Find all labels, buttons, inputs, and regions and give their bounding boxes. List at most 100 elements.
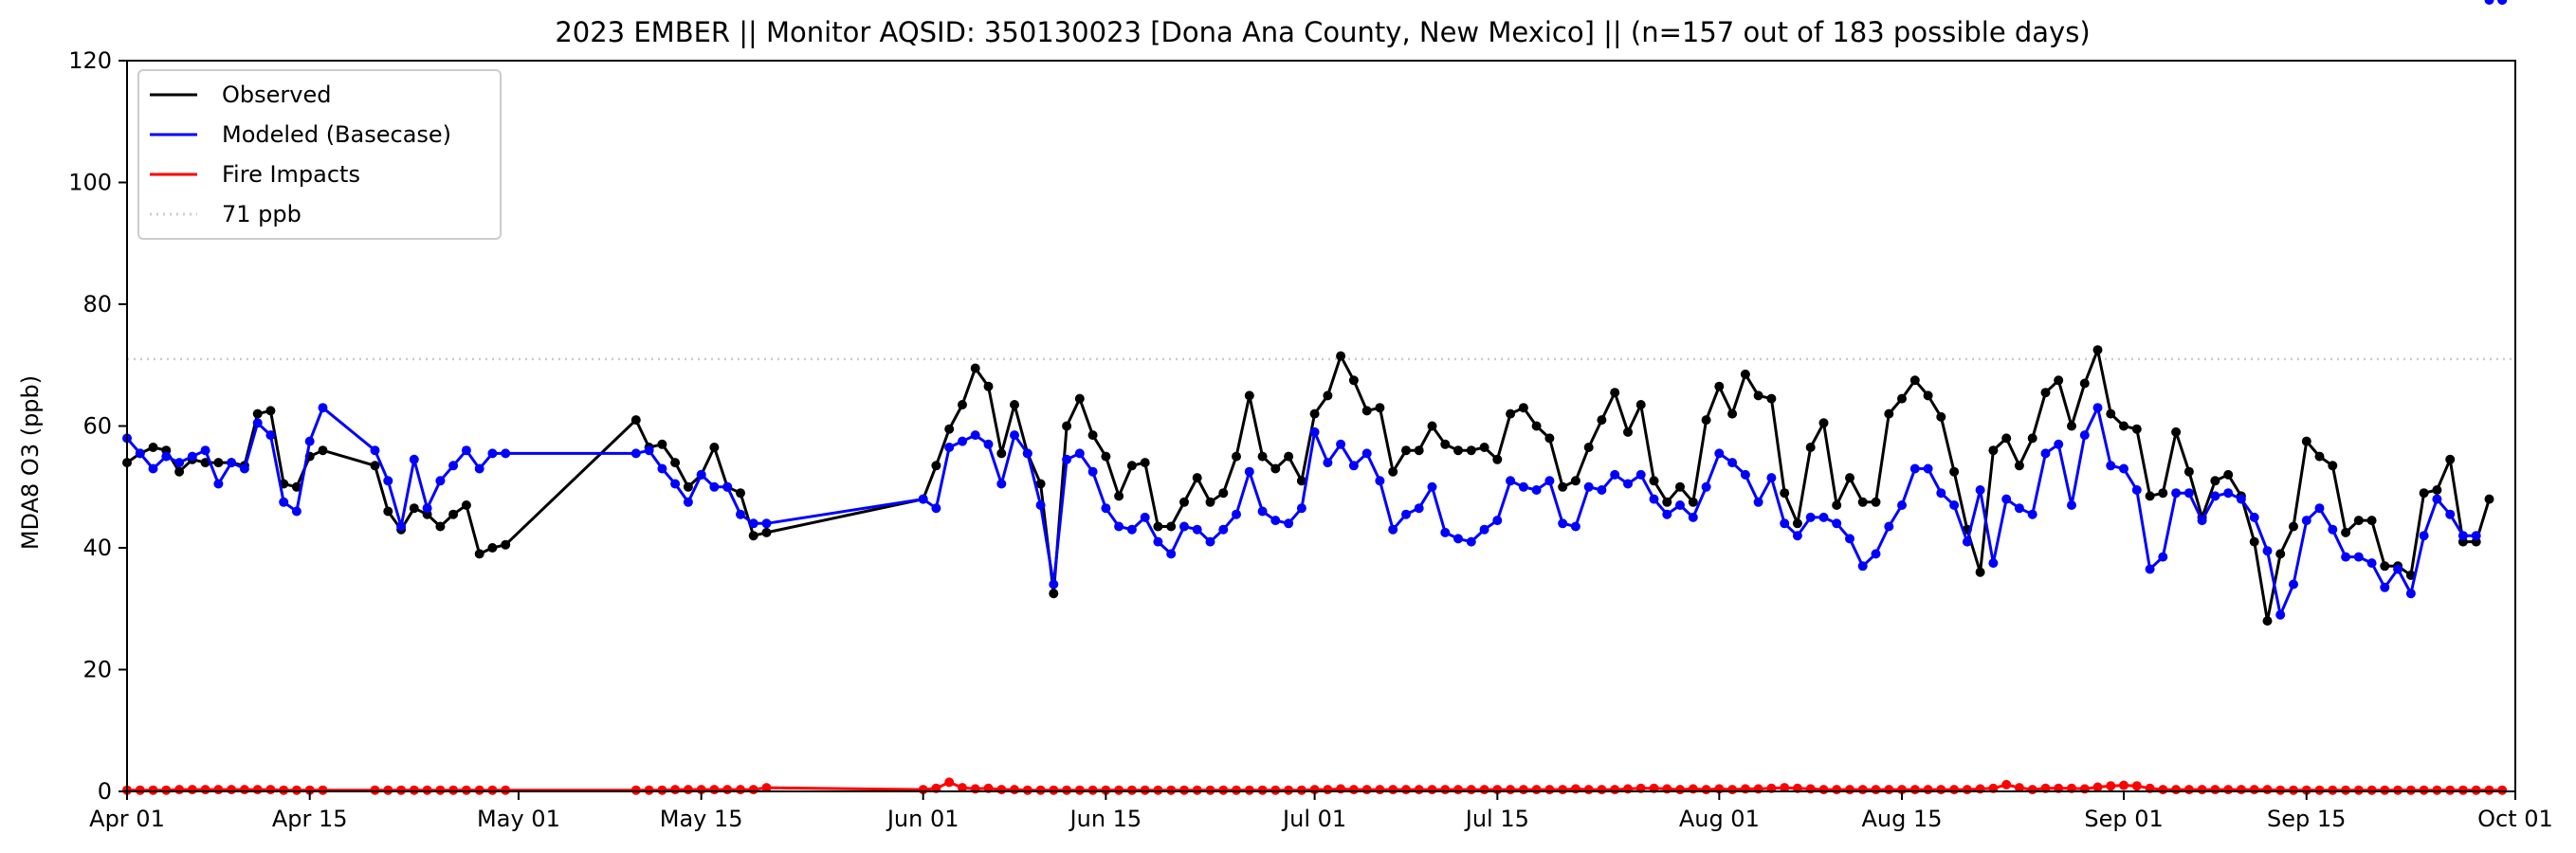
data-point-fire-impacts bbox=[2158, 785, 2168, 795]
x-tick-label: Aug 01 bbox=[1679, 806, 1760, 832]
data-point-modeled-basecase bbox=[1649, 494, 1659, 504]
data-point-fire-impacts bbox=[1257, 785, 1268, 795]
data-point-modeled-basecase bbox=[2067, 500, 2076, 510]
data-point-fire-impacts bbox=[1101, 785, 1111, 795]
data-point-modeled-basecase bbox=[1753, 497, 1763, 507]
data-point-fire-impacts bbox=[474, 785, 484, 795]
data-point-modeled-basecase bbox=[474, 463, 484, 474]
data-point-observed bbox=[1597, 415, 1607, 426]
data-point-observed bbox=[2419, 488, 2429, 499]
data-point-modeled-basecase bbox=[2497, 0, 2508, 5]
data-point-observed bbox=[1570, 476, 1580, 486]
data-point-fire-impacts bbox=[1884, 785, 1894, 795]
data-point-fire-impacts bbox=[2314, 785, 2325, 795]
data-point-observed bbox=[1074, 393, 1085, 404]
data-point-observed bbox=[1348, 375, 1359, 386]
data-point-modeled-basecase bbox=[1780, 518, 1790, 529]
data-point-observed bbox=[1257, 451, 1268, 462]
data-point-fire-impacts bbox=[2014, 783, 2024, 793]
data-point-modeled-basecase bbox=[2380, 582, 2390, 592]
data-point-observed bbox=[1688, 497, 1698, 507]
data-point-fire-impacts bbox=[996, 785, 1007, 795]
data-point-observed bbox=[1780, 488, 1790, 499]
data-point-modeled-basecase bbox=[1440, 527, 1451, 537]
data-point-fire-impacts bbox=[1936, 785, 1946, 795]
data-point-observed bbox=[1453, 445, 1463, 456]
data-point-fire-impacts bbox=[2366, 785, 2377, 795]
data-point-observed bbox=[2289, 521, 2298, 532]
data-point-fire-impacts bbox=[1062, 785, 1072, 795]
data-point-fire-impacts bbox=[2262, 785, 2273, 795]
data-point-fire-impacts bbox=[2457, 785, 2468, 795]
data-point-modeled-basecase bbox=[396, 521, 407, 532]
x-tick-label: Sep 01 bbox=[2084, 806, 2163, 832]
data-point-observed bbox=[2145, 491, 2155, 501]
data-point-observed bbox=[1766, 393, 1777, 404]
chart-title: 2023 EMBER || Monitor AQSID: 350130023 [… bbox=[555, 16, 2090, 48]
data-point-modeled-basecase bbox=[1988, 558, 1999, 569]
data-point-modeled-basecase bbox=[722, 481, 733, 492]
data-point-modeled-basecase bbox=[1884, 521, 1894, 532]
data-point-modeled-basecase bbox=[1805, 512, 1816, 522]
data-point-modeled-basecase bbox=[1126, 524, 1137, 535]
data-point-fire-impacts bbox=[1232, 785, 1241, 795]
data-point-modeled-basecase bbox=[2092, 403, 2103, 413]
y-tick-label: 0 bbox=[98, 778, 112, 805]
data-point-modeled-basecase bbox=[761, 518, 772, 529]
data-point-observed bbox=[1845, 473, 1854, 483]
data-point-fire-impacts bbox=[1022, 785, 1032, 795]
data-point-modeled-basecase bbox=[1479, 524, 1489, 535]
data-point-modeled-basecase bbox=[2183, 488, 2194, 499]
data-point-fire-impacts bbox=[2419, 785, 2429, 795]
data-point-modeled-basecase bbox=[174, 458, 185, 468]
data-point-modeled-basecase bbox=[148, 463, 158, 474]
data-point-observed bbox=[1832, 500, 1842, 510]
data-point-modeled-basecase bbox=[2341, 552, 2351, 562]
data-point-observed bbox=[1988, 445, 1999, 456]
data-point-fire-impacts bbox=[1923, 785, 1933, 795]
data-point-fire-impacts bbox=[252, 785, 263, 795]
data-point-fire-impacts bbox=[1010, 785, 1019, 795]
data-point-fire-impacts bbox=[1049, 785, 1059, 795]
data-point-fire-impacts bbox=[279, 785, 289, 795]
data-point-observed bbox=[2380, 561, 2390, 572]
data-point-fire-impacts bbox=[370, 785, 380, 795]
data-point-observed bbox=[958, 400, 967, 409]
data-point-observed bbox=[1427, 421, 1437, 431]
data-point-observed bbox=[2445, 454, 2456, 464]
data-point-observed bbox=[487, 543, 498, 553]
data-point-fire-impacts bbox=[501, 785, 511, 795]
data-point-observed bbox=[1792, 518, 1802, 529]
legend-label-71-ppb: 71 ppb bbox=[222, 201, 301, 227]
data-point-fire-impacts bbox=[1296, 785, 1306, 795]
data-point-observed bbox=[1010, 400, 1019, 409]
data-point-observed bbox=[2275, 549, 2286, 559]
data-point-modeled-basecase bbox=[161, 451, 172, 462]
data-point-modeled-basecase bbox=[2171, 488, 2182, 499]
data-point-modeled-basecase bbox=[1244, 466, 1254, 477]
data-point-modeled-basecase bbox=[291, 506, 301, 517]
data-point-modeled-basecase bbox=[1336, 439, 1346, 449]
data-point-modeled-basecase bbox=[2054, 439, 2064, 449]
data-point-fire-impacts bbox=[1153, 785, 1163, 795]
data-point-fire-impacts bbox=[1597, 785, 1607, 795]
data-point-observed bbox=[970, 363, 980, 373]
data-point-modeled-basecase bbox=[1309, 426, 1320, 437]
data-point-fire-impacts bbox=[1348, 785, 1359, 795]
data-point-modeled-basecase bbox=[944, 443, 955, 452]
data-point-observed bbox=[1558, 481, 1568, 492]
data-point-fire-impacts bbox=[1427, 785, 1437, 795]
plot-area bbox=[122, 0, 2515, 795]
data-point-modeled-basecase bbox=[683, 497, 693, 507]
data-point-observed bbox=[1623, 426, 1633, 437]
data-point-observed bbox=[1205, 497, 1215, 507]
data-point-modeled-basecase bbox=[1218, 524, 1229, 535]
data-point-observed bbox=[2092, 345, 2103, 355]
data-point-modeled-basecase bbox=[135, 448, 145, 459]
data-point-modeled-basecase bbox=[709, 481, 720, 492]
legend-label-fire-impacts: Fire Impacts bbox=[222, 161, 360, 188]
data-point-modeled-basecase bbox=[1766, 473, 1777, 483]
data-point-modeled-basecase bbox=[1035, 500, 1046, 510]
data-point-fire-impacts bbox=[1871, 785, 1881, 795]
data-point-observed bbox=[1035, 479, 1046, 489]
